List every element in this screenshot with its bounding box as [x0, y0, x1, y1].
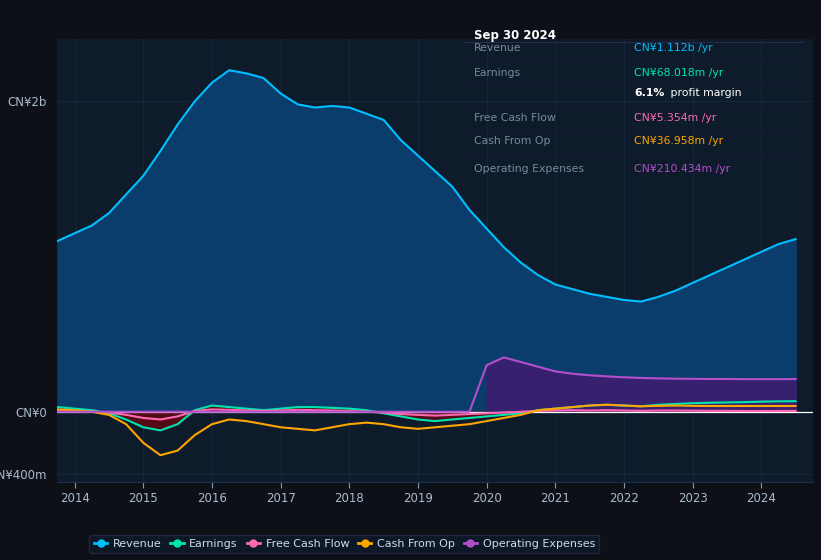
Text: 6.1%: 6.1%	[635, 88, 664, 98]
Text: CN¥5.354m /yr: CN¥5.354m /yr	[635, 113, 717, 123]
Text: Free Cash Flow: Free Cash Flow	[474, 113, 556, 123]
Text: Cash From Op: Cash From Op	[474, 137, 551, 147]
Text: CN¥68.018m /yr: CN¥68.018m /yr	[635, 68, 723, 78]
Text: Operating Expenses: Operating Expenses	[474, 164, 584, 174]
Text: Sep 30 2024: Sep 30 2024	[474, 29, 556, 42]
Text: CN¥210.434m /yr: CN¥210.434m /yr	[635, 164, 731, 174]
Text: Earnings: Earnings	[474, 68, 521, 78]
Text: CN¥1.112b /yr: CN¥1.112b /yr	[635, 43, 713, 53]
Text: Revenue: Revenue	[474, 43, 521, 53]
Legend: Revenue, Earnings, Free Cash Flow, Cash From Op, Operating Expenses: Revenue, Earnings, Free Cash Flow, Cash …	[89, 535, 599, 553]
Text: CN¥36.958m /yr: CN¥36.958m /yr	[635, 137, 723, 147]
Text: profit margin: profit margin	[667, 88, 741, 98]
